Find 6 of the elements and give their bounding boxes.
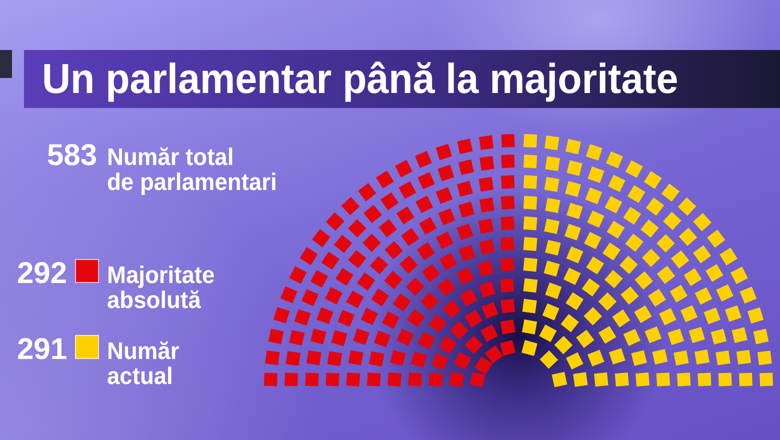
text: 583 Număr total de parlamentari	[47, 139, 277, 196]
chart-title: Un parlamentar până la majoritate	[42, 55, 678, 102]
legend-label: Număr actual	[107, 338, 180, 390]
data-label: 291	[17, 333, 68, 366]
data-label: 292	[17, 257, 68, 290]
slice-label: Majoritate absolută	[107, 262, 215, 314]
